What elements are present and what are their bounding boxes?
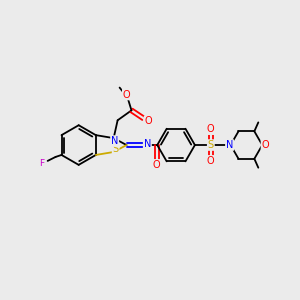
Text: O: O: [145, 116, 152, 126]
Text: O: O: [123, 89, 130, 100]
Text: O: O: [261, 140, 269, 150]
Text: S: S: [208, 140, 214, 150]
Text: S: S: [112, 144, 119, 154]
Text: O: O: [207, 156, 214, 166]
Text: O: O: [207, 124, 214, 134]
Text: N: N: [111, 136, 118, 146]
Text: O: O: [152, 160, 160, 170]
Text: F: F: [39, 159, 44, 168]
Text: N: N: [226, 140, 233, 150]
Text: N: N: [144, 139, 151, 149]
